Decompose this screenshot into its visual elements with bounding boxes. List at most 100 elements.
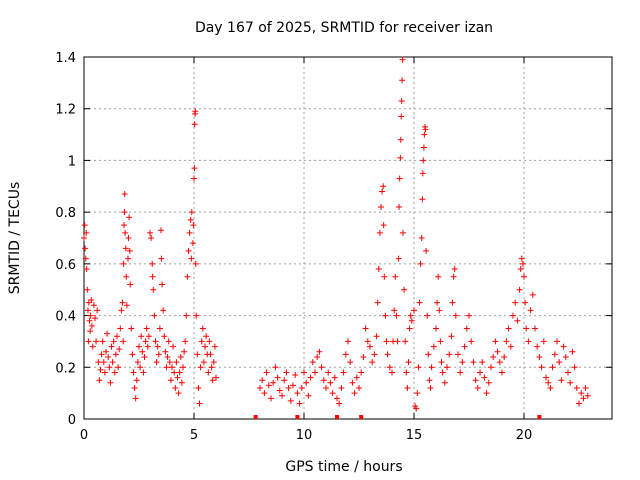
data-point [167,377,174,384]
data-point [549,364,556,371]
data-point [160,307,167,314]
data-point [369,359,376,366]
data-point [125,255,131,262]
data-point [259,377,266,384]
data-point [265,382,272,389]
data-point [371,351,378,358]
data-point [105,353,112,360]
data-point [90,302,97,309]
data-point [470,359,477,366]
data-point [279,392,285,399]
data-point [172,384,179,391]
data-point [529,291,536,298]
data-point [112,351,119,358]
data-point [457,369,464,376]
data-point [125,235,132,241]
data-point [145,333,152,340]
data-point [444,364,450,371]
data-point [360,353,367,360]
data-point [281,377,288,384]
data-point [449,299,456,306]
data-point [159,281,166,288]
data-point [430,343,437,350]
data-point [426,377,433,384]
data-point [481,374,488,381]
data-point [181,348,188,355]
data-point [126,214,133,221]
data-point [98,351,105,358]
data-point [148,235,155,241]
data-point [419,170,426,177]
data-point [419,196,426,203]
data-point [191,165,198,172]
data-point [152,338,159,345]
data-point [399,56,406,63]
data-point [418,235,425,241]
data-point [88,297,95,304]
data-point [420,157,427,164]
data-point [178,379,185,386]
data-point [338,384,345,391]
data-point [109,359,116,366]
data-point [434,299,441,306]
data-point [185,247,192,254]
data-point [166,359,173,366]
data-point [428,364,435,371]
data-point [170,343,177,350]
data-point [298,384,305,391]
data-point [379,188,386,195]
data-point [294,390,301,397]
x-tick-label: 0 [80,428,88,443]
data-point [123,273,130,280]
data-point [543,374,549,381]
data-point [532,325,538,332]
data-point [438,359,445,366]
data-point [283,369,290,376]
data-point [276,387,283,394]
data-point [560,343,567,350]
data-point [87,312,94,319]
data-point [144,343,151,350]
missing-data-marker [359,415,364,419]
data-point [327,379,334,386]
data-point [121,191,128,198]
data-point [436,307,443,314]
data-point [131,384,138,391]
data-point [340,369,347,376]
data-point [416,299,423,306]
data-point [312,369,318,376]
x-tick-label: 5 [190,428,198,443]
data-point [381,273,388,280]
data-point [397,136,404,143]
data-point [177,353,184,360]
data-point [192,108,199,115]
data-point [578,390,585,397]
data-point [87,328,94,335]
data-point [290,382,296,389]
data-point [441,379,448,386]
data-point [455,351,461,358]
missing-data-marker [335,415,339,419]
data-point [496,359,503,366]
data-point [99,338,106,345]
data-point [188,209,195,216]
data-point [287,397,294,404]
data-point [425,351,432,358]
missing-data-marker [253,415,258,419]
data-point [503,338,510,345]
data-point [138,333,145,340]
data-point [303,379,310,386]
data-point [320,377,327,384]
x-axis-ticks: 0 5 10 15 20 [80,57,532,443]
data-point [122,229,129,236]
data-point [422,126,429,133]
data-point [193,312,200,319]
data-point [84,307,91,314]
data-point [165,338,172,345]
data-point [461,343,468,350]
y-tick-label: 1.4 [55,51,76,66]
data-point [101,369,108,376]
data-point [136,343,142,350]
data-point [314,353,321,360]
data-point [380,183,387,190]
